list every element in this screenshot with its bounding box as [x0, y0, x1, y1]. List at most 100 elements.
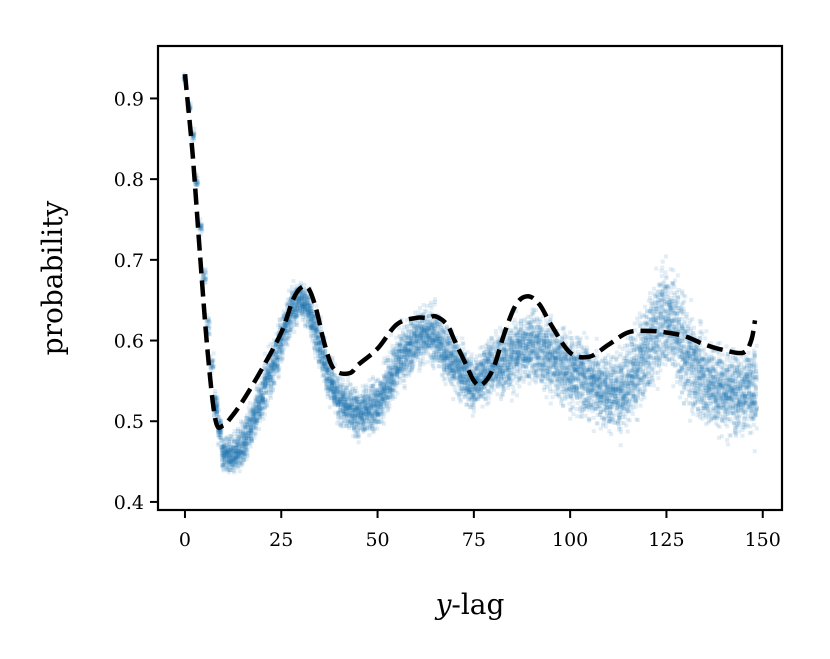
scatter-point: [248, 410, 253, 415]
scatter-point: [318, 341, 323, 346]
scatter-point: [302, 290, 307, 295]
scatter-point: [380, 397, 385, 401]
scatter-point: [256, 400, 261, 405]
scatter-point: [251, 425, 256, 430]
scatter-point: [262, 361, 267, 366]
scatter-point: [343, 410, 348, 415]
scatter-point: [259, 381, 264, 386]
scatter-point: [364, 401, 369, 406]
scatter-point: [332, 396, 336, 401]
scatter-point: [311, 313, 316, 318]
scatter-point: [367, 394, 372, 399]
scatter-point: [222, 446, 227, 450]
scatter-point: [367, 419, 372, 424]
scatter-point: [292, 322, 297, 327]
scatter-point: [416, 346, 421, 351]
scatter-point: [350, 405, 355, 410]
scatter-point: [213, 396, 217, 401]
scatter-point: [351, 426, 356, 430]
scatter-point: [243, 437, 248, 442]
scatter-point: [232, 455, 237, 460]
scatter-point: [276, 344, 281, 349]
scatter-point: [226, 451, 231, 456]
scatter-point: [208, 368, 213, 373]
scatter-point: [210, 362, 215, 367]
scatter-point: [338, 397, 343, 402]
scatter-point: [350, 413, 355, 417]
scatter-point: [218, 429, 223, 434]
scatter-point: [347, 404, 352, 409]
scatter-point: [300, 293, 304, 298]
scatter-point: [297, 300, 302, 305]
scatter-point: [251, 417, 256, 422]
scatter-point: [297, 308, 302, 313]
scatter-point: [326, 366, 331, 371]
scatter-point: [264, 388, 268, 393]
scatter-point: [288, 314, 293, 319]
scatter-point: [369, 400, 373, 405]
scatter-point: [320, 350, 325, 355]
scatter-point: [221, 444, 226, 449]
scatter-point: [222, 460, 227, 465]
scatter-point: [225, 435, 230, 439]
scatter-point: [326, 376, 331, 381]
scatter-point: [355, 411, 360, 416]
scatter-point: [254, 409, 259, 413]
scatter-point: [368, 414, 373, 419]
scatter-point: [272, 363, 277, 367]
scatter-point: [367, 399, 372, 404]
scatter-point: [251, 411, 256, 416]
scatter-point: [335, 401, 340, 406]
scatter-point: [387, 372, 391, 377]
scatter-point: [257, 390, 262, 395]
scatter-point: [339, 374, 344, 379]
scatter-point: [333, 402, 337, 407]
scatter-point: [300, 303, 305, 308]
scatter-point: [376, 410, 380, 415]
scatter-point: [252, 407, 257, 412]
scatter-point: [386, 370, 391, 375]
scatter-point: [340, 391, 345, 396]
scatter-point: [425, 344, 429, 349]
scatter-point: [311, 333, 316, 338]
scatter-point: [251, 411, 256, 416]
scatter-point: [302, 309, 307, 314]
scatter-point: [271, 358, 276, 363]
scatter-point: [307, 302, 312, 307]
scatter-point: [207, 331, 212, 336]
scatter-point: [320, 353, 325, 358]
scatter-point: [332, 372, 337, 377]
scatter-point: [253, 414, 257, 418]
scatter-point: [283, 323, 288, 328]
scatter-point: [249, 428, 254, 432]
scatter-point: [235, 447, 240, 452]
scatter-point: [225, 460, 230, 465]
scatter-point: [255, 397, 260, 401]
scatter-point: [362, 418, 367, 423]
scatter-point: [253, 420, 257, 424]
scatter-point: [370, 384, 375, 389]
scatter-point: [352, 396, 357, 400]
scatter-point: [263, 405, 268, 410]
scatter-point: [293, 303, 298, 308]
scatter-point: [330, 379, 335, 384]
scatter-point: [263, 399, 268, 404]
scatter-point: [231, 445, 236, 450]
scatter-point: [322, 367, 327, 372]
scatter-point: [320, 359, 324, 364]
scatter-point: [361, 405, 365, 410]
scatter-point: [215, 414, 220, 419]
scatter-point: [372, 399, 377, 404]
scatter-point: [321, 355, 326, 360]
scatter-point: [253, 399, 258, 404]
scatter-point: [362, 427, 367, 432]
scatter-point: [290, 325, 295, 330]
scatter-point: [366, 408, 371, 413]
scatter-point: [386, 379, 390, 384]
scatter-point: [381, 389, 385, 394]
scatter-point: [233, 461, 238, 466]
scatter-point: [232, 448, 237, 453]
scatter-point: [385, 395, 390, 400]
scatter-point: [257, 414, 262, 419]
scatter-point: [356, 434, 360, 439]
